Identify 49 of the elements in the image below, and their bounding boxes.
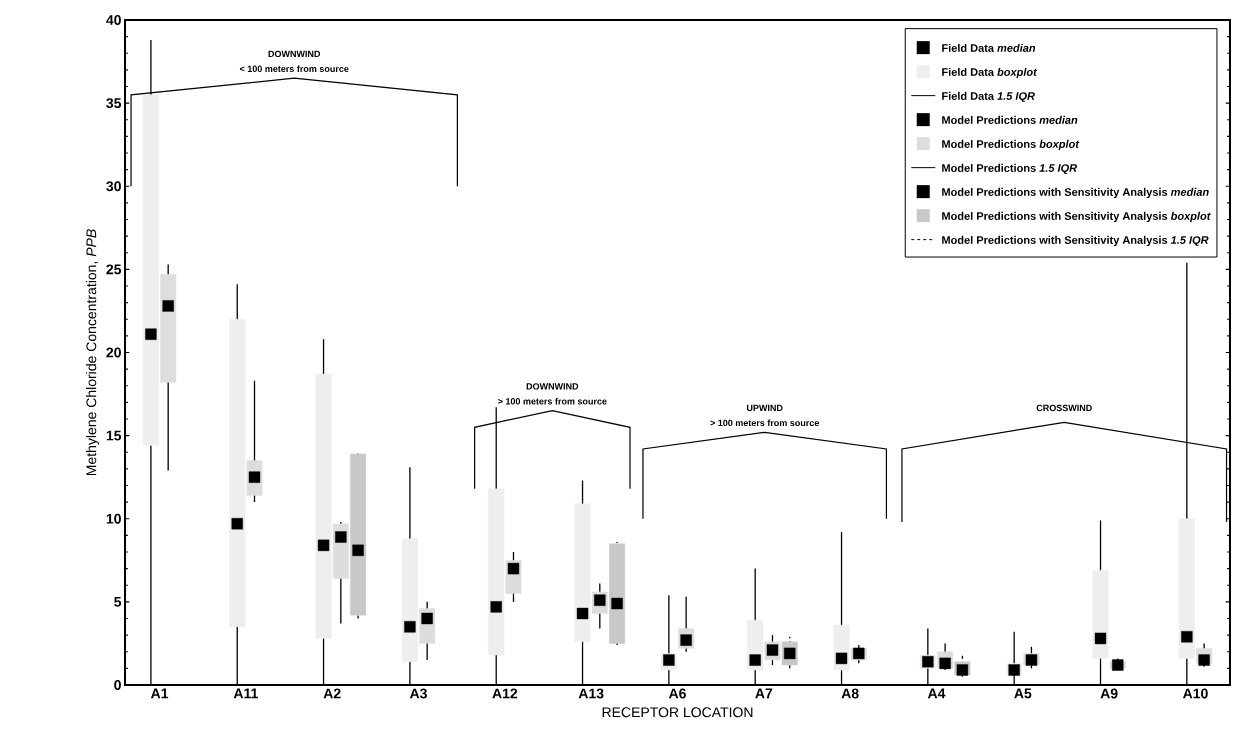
- y-tick-label: 5: [114, 596, 122, 607]
- x-tick-label: A12: [492, 688, 518, 699]
- y-tick-label: 25: [106, 264, 122, 275]
- text: 1.5 IQR: [1039, 164, 1078, 174]
- x-tick-label: A9: [1100, 688, 1118, 699]
- y-tick-label: 40: [106, 15, 121, 25]
- annotation: DOWNWIND: [268, 50, 321, 58]
- text: median: [1170, 187, 1209, 196]
- y-tick-label: 10: [106, 513, 121, 524]
- y-tick-label: 20: [106, 347, 121, 358]
- x-tick-label: A1: [150, 688, 169, 699]
- text: boxplot: [1170, 211, 1211, 223]
- x-tick-label: A11: [233, 688, 258, 699]
- y-tick-label: 35: [106, 98, 122, 109]
- x-tick-label: A4: [927, 688, 946, 699]
- annotation: median: [997, 43, 1036, 52]
- annotation: boxplot: [997, 67, 1038, 79]
- text: Field Data: [942, 43, 995, 52]
- text: 1.5 IQR: [1170, 236, 1209, 246]
- text: Field Data: [942, 91, 995, 100]
- text: Model Predictions: [942, 115, 1036, 124]
- x-tick-label: A6: [668, 688, 686, 699]
- x-tick-label: A7: [755, 688, 773, 699]
- text: boxplot: [1039, 139, 1080, 151]
- annotation: > 100 meters from source: [710, 419, 820, 427]
- text: Model Predictions with Sensitivity Analysis: [942, 235, 1168, 247]
- y-tick-label: 30: [106, 181, 121, 192]
- legend-label: Model Predictions with Sensitivity Analysis: [942, 211, 1168, 223]
- x-axis-title: RECEPTOR LOCATION: [602, 707, 753, 718]
- annotation: < 100 meters from source: [239, 65, 349, 72]
- x-tick-label: A2: [323, 688, 341, 699]
- annotation: CROSSWIND: [1036, 404, 1092, 412]
- annotation: DOWNWIND: [526, 383, 579, 390]
- x-tick-label: A10: [1182, 688, 1208, 699]
- text: Model Predictions: [942, 163, 1036, 172]
- x-tick-label: A8: [841, 688, 859, 699]
- legend-label: Model Predictions: [942, 139, 1036, 148]
- x-tick-label: A13: [578, 688, 604, 699]
- x-tick-label: A3: [409, 688, 427, 699]
- x-tick-label: A5: [1014, 688, 1032, 699]
- annotation: 1.5 IQR: [997, 92, 1035, 102]
- y-axis-title: Methylene Chloride Concentration, PPB: [85, 229, 100, 476]
- annotation: UPWIND: [746, 404, 783, 412]
- text: median: [1039, 115, 1078, 124]
- legend-label: Field Data: [942, 67, 995, 76]
- y-tick-label: 15: [106, 430, 122, 441]
- y-tick-label: 0: [114, 680, 121, 690]
- annotation: > 100 meters from source: [498, 397, 607, 405]
- text: Model Predictions with Sensitivity Analysis: [942, 187, 1168, 199]
